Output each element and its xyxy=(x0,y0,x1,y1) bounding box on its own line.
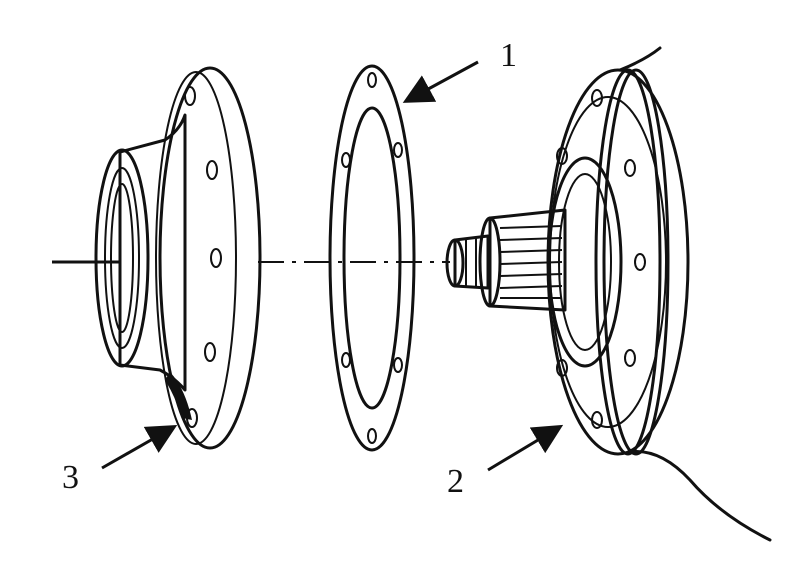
leader-arrow-3 xyxy=(101,425,178,470)
part-1-gasket xyxy=(328,64,416,452)
part-3-flange-hub xyxy=(94,66,262,450)
label-part-3: 3 xyxy=(62,459,79,496)
part-2-shaft-flange xyxy=(445,46,772,542)
label-part-1: 1 xyxy=(500,37,517,74)
leader-arrow-2 xyxy=(487,424,564,472)
label-part-2: 2 xyxy=(447,463,464,500)
leader-arrow-1 xyxy=(402,60,479,103)
